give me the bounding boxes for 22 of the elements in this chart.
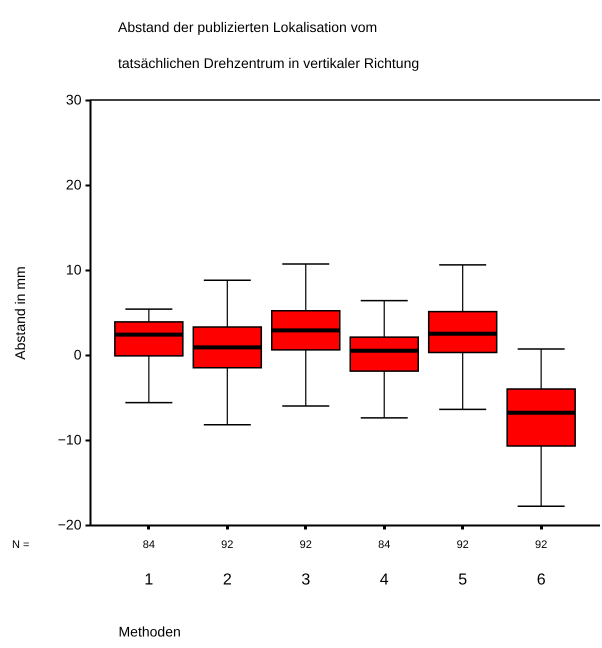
x-tick-label: 1 <box>144 572 154 588</box>
y-tick-label: −20 <box>58 516 82 532</box>
annotation: 92 <box>221 539 234 551</box>
annotation: 92 <box>456 539 469 551</box>
annotation: 92 <box>300 539 312 551</box>
annotation: 84 <box>142 539 155 551</box>
x-tick-label: 4 <box>380 572 389 588</box>
chart-title: Abstand der publizierten Lokalisation vom tatsächlichen Drehzentrum in vertikaler Richtung <box>118 19 420 71</box>
annotation: 92 <box>535 539 548 551</box>
y-tick-label: 0 <box>74 346 82 362</box>
text: N = <box>12 539 30 551</box>
x-tick-label: 3 <box>301 572 310 588</box>
y-tick-label: 10 <box>66 262 82 278</box>
y-axis-title: Abstand in mm <box>12 266 28 360</box>
y-tick-label: 30 <box>66 92 82 108</box>
y-tick-label: −10 <box>58 432 82 448</box>
annotation: 84 <box>378 539 390 551</box>
x-tick-label: 6 <box>536 572 546 588</box>
x-axis-title: Methoden <box>118 624 181 640</box>
x-tick-label: 5 <box>458 572 468 588</box>
x-tick-label: 2 <box>222 572 232 588</box>
y-tick-label: 20 <box>66 176 82 192</box>
